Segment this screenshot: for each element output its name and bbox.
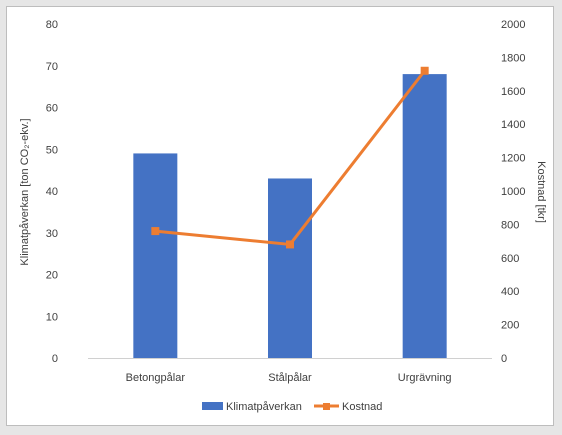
left-tick-label: 40 bbox=[46, 186, 58, 198]
right-tick-label: 1400 bbox=[501, 119, 525, 131]
left-axis-ticks: 0 10 20 30 40 50 60 70 80 bbox=[46, 19, 58, 365]
right-tick-label: 0 bbox=[501, 353, 507, 365]
left-tick-label: 70 bbox=[46, 61, 58, 73]
right-tick-label: 800 bbox=[501, 219, 519, 231]
right-tick-label: 1800 bbox=[501, 52, 525, 64]
right-tick-label: 2000 bbox=[501, 19, 525, 31]
left-tick-label: 0 bbox=[52, 353, 58, 365]
right-tick-label: 1600 bbox=[501, 86, 525, 98]
left-tick-label: 10 bbox=[46, 311, 58, 323]
legend: Klimatpåverkan Kostnad bbox=[202, 401, 382, 413]
bar-series bbox=[133, 74, 447, 358]
left-tick-label: 50 bbox=[46, 144, 58, 156]
right-tick-label: 200 bbox=[501, 320, 519, 332]
right-tick-label: 600 bbox=[501, 253, 519, 265]
right-tick-label: 1200 bbox=[501, 153, 525, 165]
bar bbox=[402, 74, 447, 358]
bar bbox=[133, 153, 178, 358]
bar bbox=[268, 178, 312, 358]
legend-bar-label: Klimatpåverkan bbox=[226, 401, 302, 413]
left-tick-label: 30 bbox=[46, 228, 58, 240]
legend-bar-swatch bbox=[202, 402, 223, 410]
right-axis-ticks: 0 200 400 600 800 1000 1200 1400 1600 1800 2000 bbox=[501, 19, 525, 365]
line-marker bbox=[286, 240, 294, 249]
line-marker bbox=[151, 227, 160, 236]
category-label: Betongpålar bbox=[126, 372, 186, 384]
category-label: Stålpålar bbox=[268, 372, 312, 384]
left-tick-label: 80 bbox=[46, 19, 58, 31]
right-axis-label: Kostnad [tkr] bbox=[535, 161, 547, 223]
right-tick-label: 1000 bbox=[501, 186, 525, 198]
right-tick-label: 400 bbox=[501, 286, 519, 298]
line-series bbox=[151, 66, 429, 249]
legend-line-label: Kostnad bbox=[342, 401, 382, 413]
line-marker bbox=[420, 66, 429, 75]
left-tick-label: 20 bbox=[46, 270, 58, 282]
left-tick-label: 60 bbox=[46, 103, 58, 115]
legend-line-marker bbox=[323, 403, 330, 410]
category-label: Urgrävning bbox=[398, 372, 452, 384]
left-axis-label: Klimatpåverkan [ton CO₂-ekv.] bbox=[19, 118, 31, 265]
category-labels: Betongpålar Stålpålar Urgrävning bbox=[126, 372, 452, 384]
